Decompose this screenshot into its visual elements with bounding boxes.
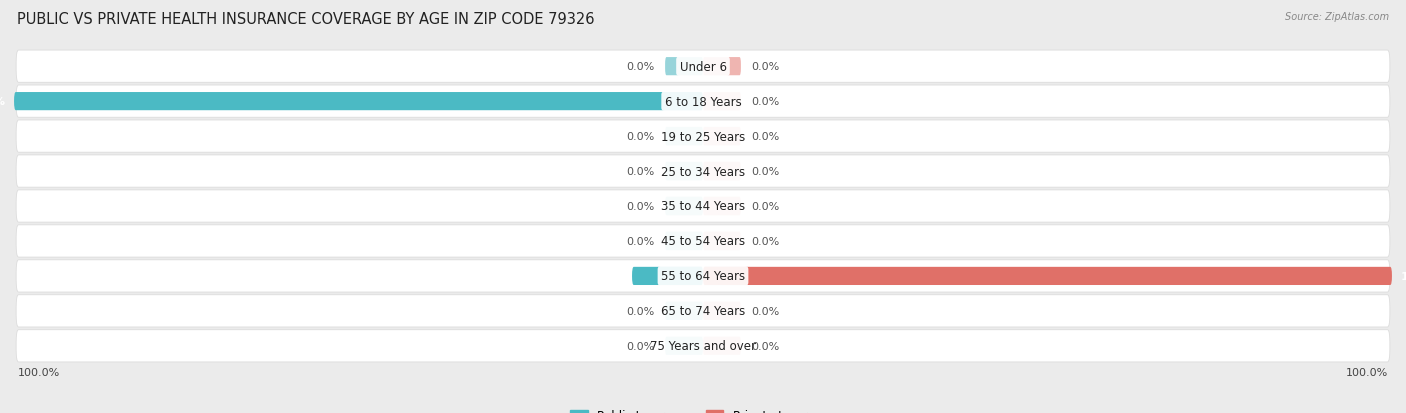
Text: 0.0%: 0.0%	[751, 132, 779, 142]
FancyBboxPatch shape	[15, 51, 1391, 83]
FancyBboxPatch shape	[665, 337, 703, 355]
FancyBboxPatch shape	[703, 267, 1392, 285]
FancyBboxPatch shape	[703, 128, 741, 146]
Text: 0.0%: 0.0%	[751, 202, 779, 211]
FancyBboxPatch shape	[15, 156, 1391, 188]
FancyBboxPatch shape	[703, 337, 741, 355]
FancyBboxPatch shape	[703, 58, 741, 76]
Text: 0.0%: 0.0%	[627, 236, 655, 247]
Text: 45 to 54 Years: 45 to 54 Years	[661, 235, 745, 248]
FancyBboxPatch shape	[665, 197, 703, 216]
Text: 35 to 44 Years: 35 to 44 Years	[661, 200, 745, 213]
FancyBboxPatch shape	[15, 330, 1391, 362]
FancyBboxPatch shape	[703, 232, 741, 250]
Legend: Public Insurance, Private Insurance: Public Insurance, Private Insurance	[565, 404, 841, 413]
Text: 0.0%: 0.0%	[627, 202, 655, 211]
Text: 65 to 74 Years: 65 to 74 Years	[661, 305, 745, 318]
Text: 100.0%: 100.0%	[1347, 367, 1389, 377]
FancyBboxPatch shape	[665, 302, 703, 320]
Text: 0.0%: 0.0%	[751, 341, 779, 351]
FancyBboxPatch shape	[14, 93, 703, 111]
FancyBboxPatch shape	[703, 302, 741, 320]
Text: 19 to 25 Years: 19 to 25 Years	[661, 130, 745, 143]
FancyBboxPatch shape	[15, 190, 1391, 223]
Text: 100.0%: 100.0%	[0, 97, 6, 107]
Text: 100.0%: 100.0%	[17, 367, 59, 377]
FancyBboxPatch shape	[633, 267, 703, 285]
Text: 0.0%: 0.0%	[627, 166, 655, 177]
Text: 0.0%: 0.0%	[751, 62, 779, 72]
FancyBboxPatch shape	[703, 197, 741, 216]
Text: 55 to 64 Years: 55 to 64 Years	[661, 270, 745, 283]
Text: 0.0%: 0.0%	[751, 306, 779, 316]
FancyBboxPatch shape	[703, 93, 741, 111]
FancyBboxPatch shape	[665, 128, 703, 146]
Text: 10.3%: 10.3%	[585, 271, 624, 281]
Text: 25 to 34 Years: 25 to 34 Years	[661, 165, 745, 178]
Text: 0.0%: 0.0%	[627, 132, 655, 142]
Text: 6 to 18 Years: 6 to 18 Years	[665, 95, 741, 108]
Text: Source: ZipAtlas.com: Source: ZipAtlas.com	[1285, 12, 1389, 22]
Text: 75 Years and over: 75 Years and over	[650, 339, 756, 352]
FancyBboxPatch shape	[15, 86, 1391, 118]
Text: 0.0%: 0.0%	[627, 341, 655, 351]
Text: 0.0%: 0.0%	[751, 97, 779, 107]
FancyBboxPatch shape	[665, 58, 703, 76]
FancyBboxPatch shape	[15, 295, 1391, 327]
FancyBboxPatch shape	[15, 121, 1391, 153]
FancyBboxPatch shape	[703, 163, 741, 181]
Text: 0.0%: 0.0%	[751, 166, 779, 177]
FancyBboxPatch shape	[665, 163, 703, 181]
Text: PUBLIC VS PRIVATE HEALTH INSURANCE COVERAGE BY AGE IN ZIP CODE 79326: PUBLIC VS PRIVATE HEALTH INSURANCE COVER…	[17, 12, 595, 27]
Text: Under 6: Under 6	[679, 61, 727, 74]
Text: 0.0%: 0.0%	[627, 62, 655, 72]
FancyBboxPatch shape	[15, 225, 1391, 257]
Text: 0.0%: 0.0%	[627, 306, 655, 316]
FancyBboxPatch shape	[15, 260, 1391, 292]
Text: 100.0%: 100.0%	[1400, 271, 1406, 281]
FancyBboxPatch shape	[665, 232, 703, 250]
Text: 0.0%: 0.0%	[751, 236, 779, 247]
